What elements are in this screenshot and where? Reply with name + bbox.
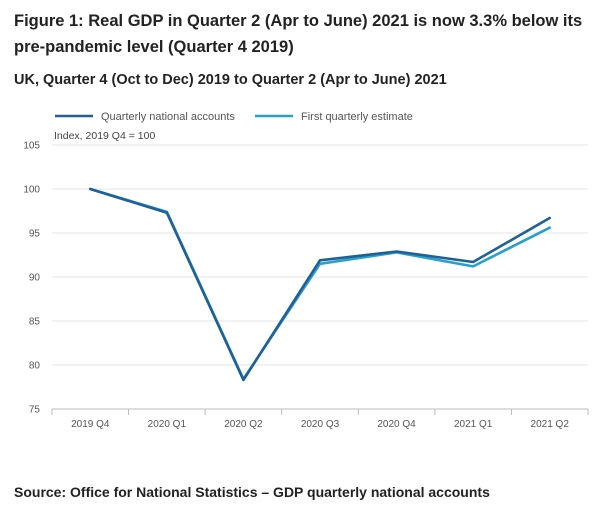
x-tick-label: 2019 Q4 xyxy=(71,419,110,430)
x-tick-label: 2020 Q3 xyxy=(301,419,340,430)
line-chart: Quarterly national accounts First quarter… xyxy=(23,111,589,430)
y-tick-label: 100 xyxy=(23,185,40,196)
series-lines xyxy=(89,187,552,382)
x-tick-label: 2020 Q1 xyxy=(148,419,187,430)
x-axis-ticks: 2019 Q4 2020 Q1 2020 Q2 2020 Q3 2020 Q4 2021 … xyxy=(51,409,589,430)
legend-label: First quarterly estimate xyxy=(301,111,413,123)
source-note: Source: Office for National Statistics –… xyxy=(14,484,490,500)
chart-subtitle: UK, Quarter 4 (Oct to Dec) 2019 to Quart… xyxy=(14,72,447,88)
x-tick-label: 2021 Q1 xyxy=(454,419,493,430)
legend: Quarterly national accounts First quarter… xyxy=(55,111,413,123)
chart-title: Figure 1: Real GDP in Quarter 2 (Apr to … xyxy=(14,12,583,56)
y-tick-label: 105 xyxy=(23,141,40,152)
x-tick-label: 2020 Q2 xyxy=(224,419,263,430)
legend-label: Quarterly national accounts xyxy=(101,111,235,123)
y-tick-label: 95 xyxy=(29,229,41,240)
x-tick-label: 2021 Q2 xyxy=(531,419,570,430)
y-tick-label: 75 xyxy=(29,405,41,416)
y-axis-ticks: 75 80 85 90 95 100 105 xyxy=(23,141,40,416)
y-tick-label: 85 xyxy=(29,317,41,328)
series-line-0 xyxy=(89,187,552,382)
y-tick-label: 80 xyxy=(29,361,41,372)
gridlines xyxy=(52,144,588,410)
y-axis-label: Index, 2019 Q4 = 100 xyxy=(54,130,155,142)
series-line-1 xyxy=(89,187,552,381)
x-tick-label: 2020 Q4 xyxy=(377,419,416,430)
y-tick-label: 90 xyxy=(29,273,41,284)
